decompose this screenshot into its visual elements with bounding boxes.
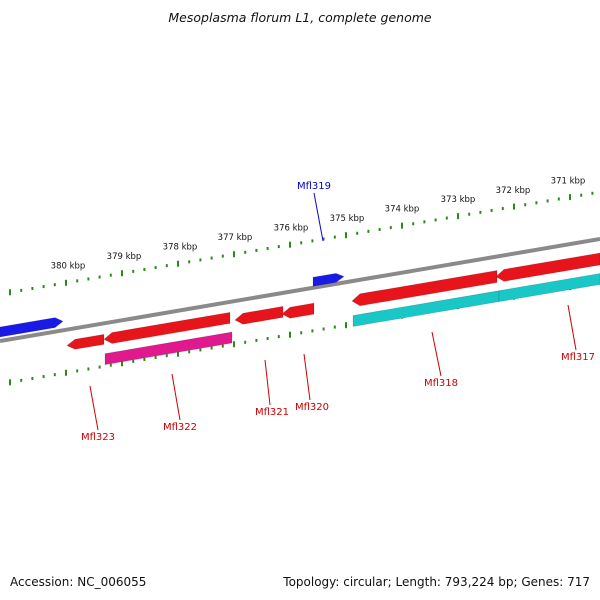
- ruler-label: 374 kbp: [385, 205, 420, 215]
- ruler-label: 379 kbp: [107, 252, 142, 262]
- gene-leader-line: [313, 192, 324, 242]
- gene-arrow-mfl320[interactable]: [281, 302, 315, 319]
- ruler-label: 376 kbp: [274, 224, 309, 234]
- ruler-label: 373 kbp: [441, 195, 476, 205]
- gene-arrow-mfl319[interactable]: [312, 272, 345, 287]
- gene-arrow-mfl323[interactable]: [66, 333, 105, 350]
- gene-label[interactable]: Mfl319: [297, 181, 331, 192]
- genome-backbone: [0, 237, 600, 343]
- ruler-label: 380 kbp: [51, 261, 86, 271]
- gene-leader-line: [303, 353, 311, 401]
- gene-labels: Mfl323 Mfl322 Mfl321 Mfl320 Mfl319 Mfl318 Mfl3…: [81, 181, 595, 443]
- gene-leader-line: [567, 304, 577, 351]
- map-title: Mesoplasma florum L1, complete genome: [168, 10, 432, 25]
- ruler-outer-ticks: [9, 191, 594, 296]
- gene-features: [0, 252, 600, 366]
- gene-arrow-blue-left[interactable]: [0, 317, 64, 341]
- accession-text: Accession: NC_006055: [10, 575, 147, 589]
- ruler-label: 371 kbp: [551, 176, 586, 186]
- ruler-label: 377 kbp: [218, 233, 253, 243]
- cds-bar-mfl322[interactable]: [104, 331, 233, 366]
- gene-leader-line: [264, 359, 271, 406]
- ruler-labels: 380 kbp 379 kbp 378 kbp 377 kbp 376 kbp 375 k…: [51, 176, 586, 271]
- gene-arrow-mfl317[interactable]: [495, 252, 600, 282]
- gene-arrow-mfl321[interactable]: [234, 305, 284, 325]
- gene-label[interactable]: Mfl323: [81, 432, 115, 443]
- topology-summary-text: Topology: circular; Length: 793,224 bp; …: [283, 575, 590, 589]
- ruler-label: 375 kbp: [330, 214, 365, 224]
- gene-label[interactable]: Mfl317: [561, 352, 595, 363]
- ruler-label: 378 kbp: [163, 242, 198, 252]
- ruler-label: 372 kbp: [496, 186, 531, 196]
- backbone-line: [0, 237, 600, 343]
- cds-bar-mfl317[interactable]: [498, 273, 600, 303]
- gene-leader-line: [89, 385, 99, 431]
- gene-arrow-mfl322[interactable]: [103, 311, 231, 344]
- gene-label[interactable]: Mfl321: [255, 407, 289, 418]
- gene-leader-line: [431, 331, 442, 377]
- gene-leader-line: [171, 373, 181, 421]
- gene-label[interactable]: Mfl322: [163, 422, 197, 433]
- gene-label[interactable]: Mfl320: [295, 402, 329, 413]
- gene-label[interactable]: Mfl318: [424, 378, 458, 389]
